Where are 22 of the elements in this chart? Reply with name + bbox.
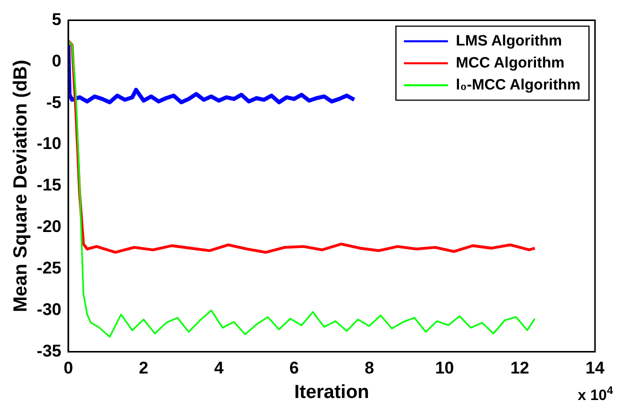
y-tick-label: -5 xyxy=(46,92,62,112)
y-tick-label: 5 xyxy=(52,10,62,29)
x-tick-label: 6 xyxy=(289,358,299,378)
y-tick-label: 0 xyxy=(52,51,62,70)
y-axis-title: Mean Square Deviation (dB) xyxy=(10,60,32,312)
y-tick-label: -30 xyxy=(36,300,62,320)
y-tick-label: -10 xyxy=(36,134,62,154)
y-tick-label: -20 xyxy=(36,217,62,236)
x-axis-title: Iteration xyxy=(294,382,370,403)
legend-label: MCC Algorithm xyxy=(456,54,565,72)
y-tick-label: -25 xyxy=(36,258,62,278)
x-tick-label: 8 xyxy=(364,358,374,378)
x-tick-label: 4 xyxy=(214,358,224,378)
legend-label: LMS Algorithm xyxy=(456,32,562,50)
x-tick-label: 12 xyxy=(510,358,530,378)
legend-label: l₀-MCC Algorithm xyxy=(456,76,580,94)
x-tick-label: 2 xyxy=(138,358,148,378)
x-tick-label: 10 xyxy=(435,358,454,378)
y-tick-label: -15 xyxy=(36,176,62,195)
x-tick-label: 14 xyxy=(586,358,605,378)
y-tick-label: -35 xyxy=(36,341,62,360)
x-tick-label: 0 xyxy=(64,358,74,378)
